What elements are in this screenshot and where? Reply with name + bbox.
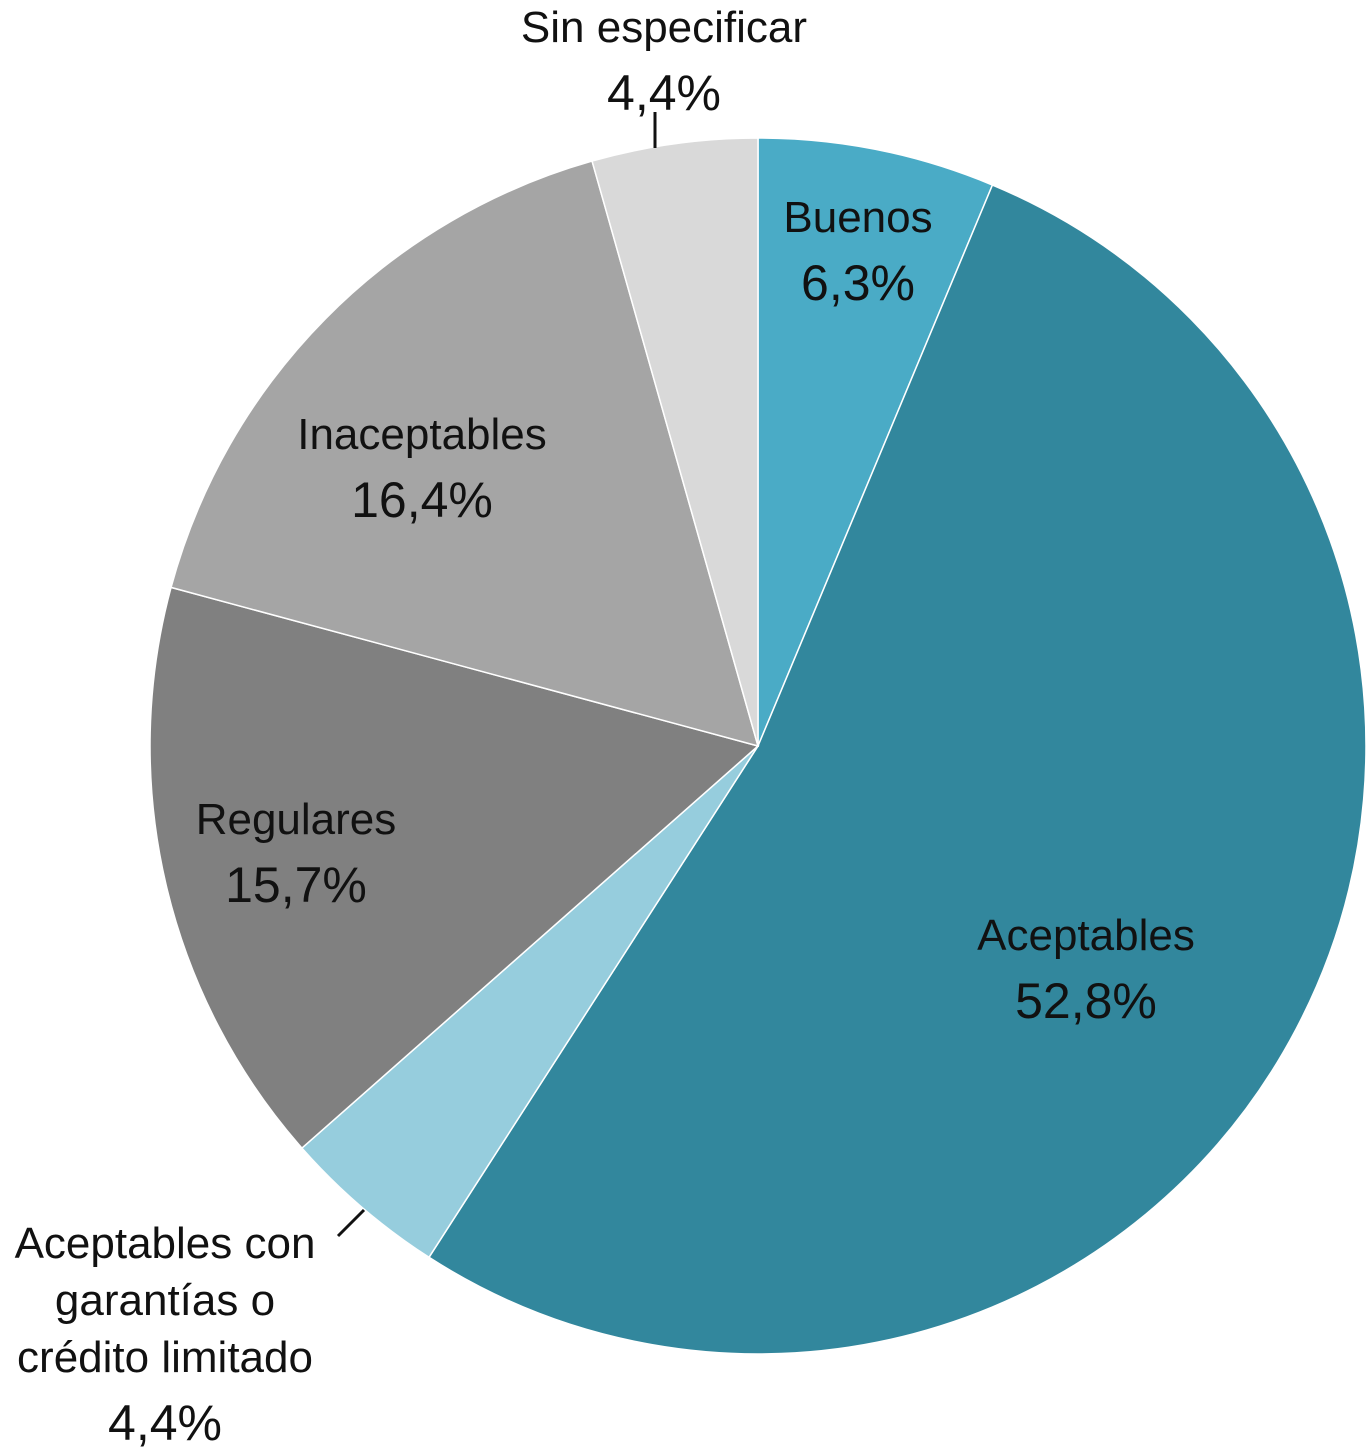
slice-value: 16,4% — [351, 472, 493, 528]
slice-name-line: Regulares — [196, 795, 397, 844]
data-label-inaceptables: Inaceptables 16,4% — [297, 410, 547, 528]
pie-slice-aceptables-con-garantias-o-credito-limitado — [300, 745, 759, 1259]
pie-slice-regulares — [149, 586, 760, 1150]
data-label-regulares: Regulares 15,7% — [196, 795, 397, 913]
slice-name-line: crédito limitado — [17, 1333, 313, 1382]
data-labels: Buenos 6,3% Aceptables 52,8% Aceptables con g… — [15, 3, 1195, 1451]
pie-slice-buenos — [757, 137, 994, 747]
pie-slice-sin-especificar — [591, 137, 759, 747]
slice-name-line: Buenos — [783, 193, 932, 242]
slice-name-line: Aceptables — [977, 911, 1195, 960]
slice-name-line: garantías o — [55, 1276, 275, 1325]
slice-name-line: Sin especificar — [521, 3, 807, 52]
slice-value: 4,4% — [108, 1395, 222, 1451]
slice-name-line: Aceptables con — [15, 1219, 316, 1268]
leader-lines — [336, 112, 657, 1238]
pie-slice-inaceptables — [170, 160, 760, 748]
slice-value: 15,7% — [225, 857, 367, 913]
data-label-sin-especificar: Sin especificar 4,4% — [521, 3, 807, 121]
slice-value: 6,3% — [801, 255, 915, 311]
leader-line-aceptables-con-garantias-o-credito-limitado — [336, 1208, 366, 1238]
data-label-buenos: Buenos 6,3% — [783, 193, 932, 311]
pie-slice-aceptables — [427, 184, 1367, 1355]
slice-value: 4,4% — [607, 65, 721, 121]
slice-name-line: Inaceptables — [297, 410, 547, 459]
slice-value: 52,8% — [1015, 973, 1157, 1029]
pie-slices — [149, 137, 1367, 1355]
data-label-aceptables-con-garantias-o-credito-limitado: Aceptables con garantías o crédito limitad… — [15, 1219, 316, 1451]
data-label-aceptables: Aceptables 52,8% — [977, 911, 1195, 1029]
